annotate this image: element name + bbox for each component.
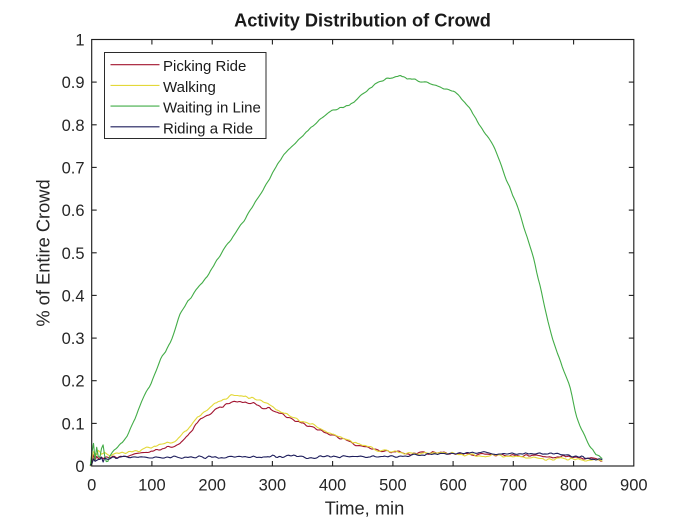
svg-text:0.1: 0.1 [62,415,85,433]
svg-text:0.5: 0.5 [62,245,85,263]
svg-text:300: 300 [259,477,287,495]
svg-text:1: 1 [75,32,84,50]
svg-text:700: 700 [500,477,528,495]
svg-text:0.9: 0.9 [62,74,85,92]
svg-text:600: 600 [439,477,467,495]
svg-text:% of Entire Crowd: % of Entire Crowd [33,179,54,326]
svg-text:200: 200 [198,477,226,495]
svg-text:0: 0 [75,458,84,476]
svg-text:Waiting in Line: Waiting in Line [163,100,261,117]
svg-text:0.8: 0.8 [62,117,85,135]
svg-text:Time, min: Time, min [325,498,405,519]
svg-text:0.4: 0.4 [62,287,85,305]
svg-text:Riding a Ride: Riding a Ride [163,120,253,137]
svg-text:0: 0 [87,477,96,495]
svg-text:100: 100 [138,477,166,495]
svg-text:0.3: 0.3 [62,330,85,348]
svg-text:800: 800 [560,477,588,495]
svg-text:0.6: 0.6 [62,202,85,220]
svg-text:Walking: Walking [163,79,216,96]
svg-text:0.7: 0.7 [62,159,85,177]
svg-text:Activity Distribution of Crowd: Activity Distribution of Crowd [234,11,491,31]
svg-text:500: 500 [379,477,407,495]
svg-text:Picking Ride: Picking Ride [163,58,246,75]
svg-text:0.2: 0.2 [62,373,85,391]
svg-text:900: 900 [620,477,648,495]
svg-text:400: 400 [319,477,347,495]
